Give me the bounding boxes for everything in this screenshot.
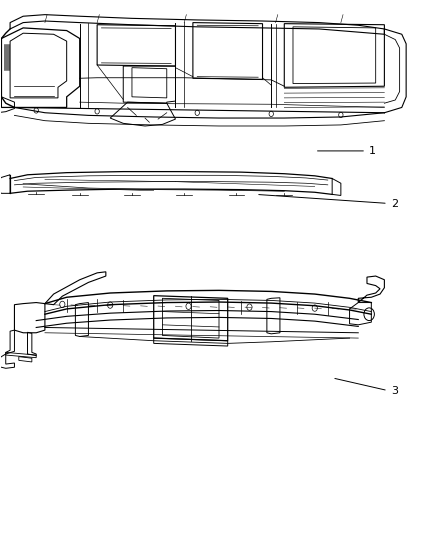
- Text: 1: 1: [369, 146, 376, 156]
- Text: 3: 3: [391, 386, 398, 396]
- Text: 2: 2: [391, 199, 398, 209]
